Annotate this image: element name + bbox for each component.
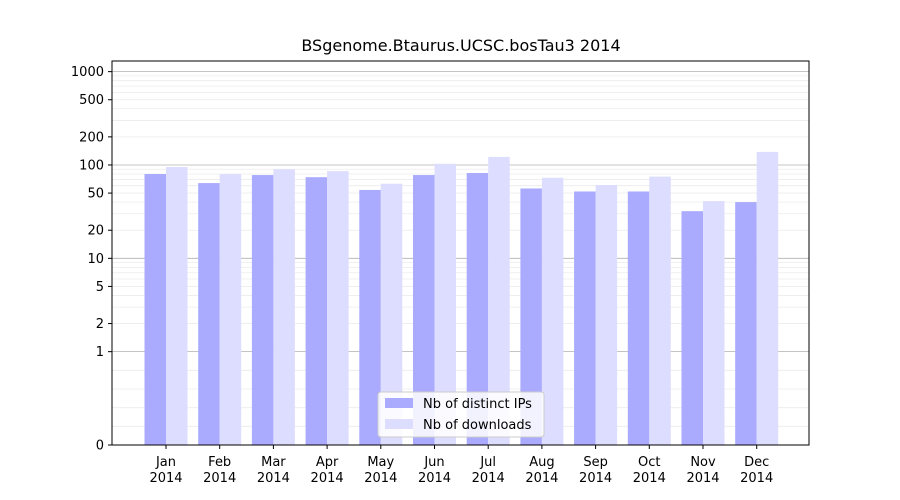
x-tick-label-year: 2014 [418, 471, 451, 486]
bar-downloads-jul [488, 156, 510, 445]
y-tick-label: 20 [87, 224, 104, 239]
x-tick-label-year: 2014 [579, 471, 612, 486]
x-tick-label-month: Apr [316, 455, 339, 470]
y-tick-label: 50 [87, 187, 104, 202]
bar-ips-nov [681, 211, 703, 445]
bar-ips-jan [144, 174, 166, 445]
x-tick-label-year: 2014 [364, 471, 397, 486]
legend-label: Nb of downloads [423, 418, 532, 433]
x-tick-label-year: 2014 [203, 471, 236, 486]
x-tick-label-month: Aug [529, 455, 554, 470]
bar-ips-feb [198, 183, 220, 446]
y-tick-label: 10 [87, 252, 104, 267]
bar-ips-oct [627, 191, 650, 445]
bar-ips-dec [735, 202, 757, 445]
legend-swatch [385, 398, 413, 408]
bar-downloads-mar [273, 169, 295, 446]
x-tick-label-year: 2014 [257, 471, 290, 486]
x-tick-label-year: 2014 [149, 471, 182, 486]
y-tick-label: 1000 [71, 65, 104, 80]
x-tick-label-year: 2014 [311, 471, 344, 486]
y-tick-label: 5 [96, 280, 104, 295]
bar-ips-aug [520, 188, 542, 445]
y-tick-label: 500 [79, 93, 104, 108]
x-tick-label-month: Jan [155, 455, 176, 470]
y-tick-label: 200 [79, 130, 104, 145]
bar-downloads-sep [595, 185, 618, 445]
plot-frame [111, 60, 810, 446]
x-tick-label-month: Jul [479, 455, 496, 470]
y-tick-label: 0 [96, 439, 104, 454]
bar-downloads-feb [219, 174, 242, 445]
y-tick-label: 1 [96, 345, 104, 360]
y-axis: 0 1 2 5 10 20 50 100 200 500 1000 [71, 65, 112, 454]
x-tick-label-month: Sep [583, 455, 608, 470]
y-tick-label: 100 [79, 158, 104, 173]
bar-downloads-jun [434, 163, 456, 446]
y-tick-label: 2 [96, 317, 104, 332]
bars [144, 151, 779, 446]
bar-downloads-aug [541, 177, 564, 445]
bar-ips-jun [413, 175, 435, 445]
bar-ips-mar [251, 175, 274, 445]
x-tick-label-month: Dec [744, 455, 769, 470]
x-tick-label-year: 2014 [633, 471, 666, 486]
x-tick-label-month: May [367, 455, 394, 470]
legend: Nb of distinct IPs Nb of downloads [377, 391, 545, 438]
x-tick-label-year: 2014 [525, 471, 558, 486]
bar-downloads-dec [756, 151, 779, 445]
x-tick-label-month: Jun [423, 455, 444, 470]
bar-downloads-apr [327, 171, 349, 445]
x-tick-label-month: Nov [690, 455, 716, 470]
x-tick-label-year: 2014 [686, 471, 719, 486]
bar-ips-jul [466, 173, 489, 445]
bar-ips-may [359, 189, 381, 445]
x-tick-label-month: Oct [638, 455, 660, 470]
legend-label: Nb of distinct IPs [423, 397, 532, 412]
x-tick-label-month: Mar [261, 455, 286, 470]
bar-ips-apr [305, 177, 328, 446]
bar-downloads-nov [703, 201, 725, 445]
bar-downloads-may [380, 183, 403, 445]
chart-title: BSgenome.Btaurus.UCSC.bosTau3 2014 [301, 36, 620, 55]
legend-box [377, 391, 545, 438]
x-tick-label-year: 2014 [472, 471, 505, 486]
bar-downloads-jan [166, 167, 188, 445]
bar-ips-sep [574, 191, 596, 445]
x-tick-label-month: Feb [208, 455, 231, 470]
x-tick-label-year: 2014 [740, 471, 773, 486]
x-axis: Jan2014Feb2014Mar2014Apr2014May2014Jun20… [149, 445, 773, 486]
bar-downloads-oct [649, 176, 671, 445]
legend-swatch [385, 419, 413, 429]
